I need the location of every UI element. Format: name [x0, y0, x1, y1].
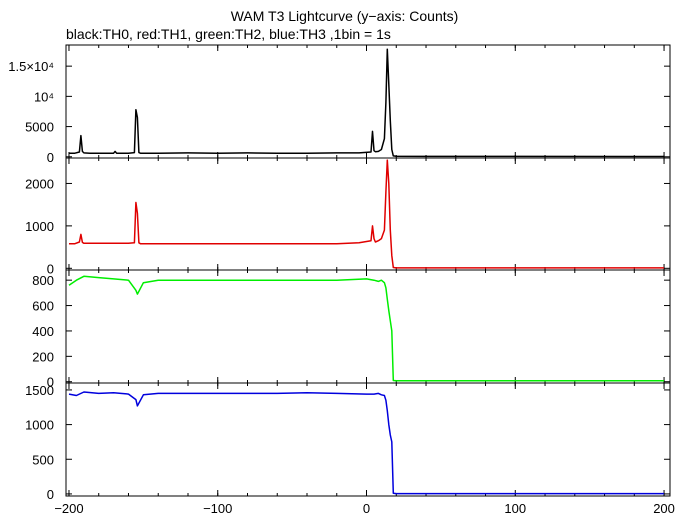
y-tick-label: 1000 — [25, 418, 54, 433]
chart-title: WAM T3 Lightcurve (y−axis: Counts) — [230, 8, 459, 24]
y-tick-label: 1.5×10⁴ — [8, 59, 54, 74]
series-line-th2 — [68, 275, 664, 382]
y-tick-label: 200 — [32, 349, 54, 364]
x-tick-label: 0 — [363, 501, 370, 515]
y-tick-label: 1000 — [25, 219, 54, 234]
y-tick-label: 0 — [47, 150, 54, 165]
y-tick-label: 400 — [32, 324, 54, 339]
y-tick-label: 800 — [32, 273, 54, 288]
y-tick-label: 0 — [47, 261, 54, 276]
x-tick-label: 200 — [653, 501, 675, 515]
chart-subtitle: black:TH0, red:TH1, green:TH2, blue:TH3 … — [66, 26, 391, 42]
x-tick-label: 100 — [504, 501, 526, 515]
series-line-th1 — [69, 159, 664, 269]
panel-frame-th0 — [65, 44, 671, 159]
y-tick-label: 1500 — [25, 383, 54, 398]
y-tick-label: 10⁴ — [34, 89, 54, 104]
series-line-th0 — [69, 48, 665, 158]
panel-frame-th2 — [65, 269, 671, 384]
y-tick-label: 500 — [32, 452, 54, 467]
y-tick-label: 0 — [47, 375, 54, 390]
y-tick-label: 600 — [32, 299, 54, 314]
y-tick-label: 2000 — [25, 176, 54, 191]
x-tick-label: −200 — [54, 501, 83, 515]
y-tick-label: 5000 — [25, 120, 54, 135]
panel-frame-th3 — [65, 382, 671, 497]
panel-frame-th1 — [65, 157, 671, 271]
series-line-th3 — [68, 391, 664, 495]
x-tick-label: −100 — [203, 501, 232, 515]
y-tick-label: 0 — [47, 487, 54, 502]
